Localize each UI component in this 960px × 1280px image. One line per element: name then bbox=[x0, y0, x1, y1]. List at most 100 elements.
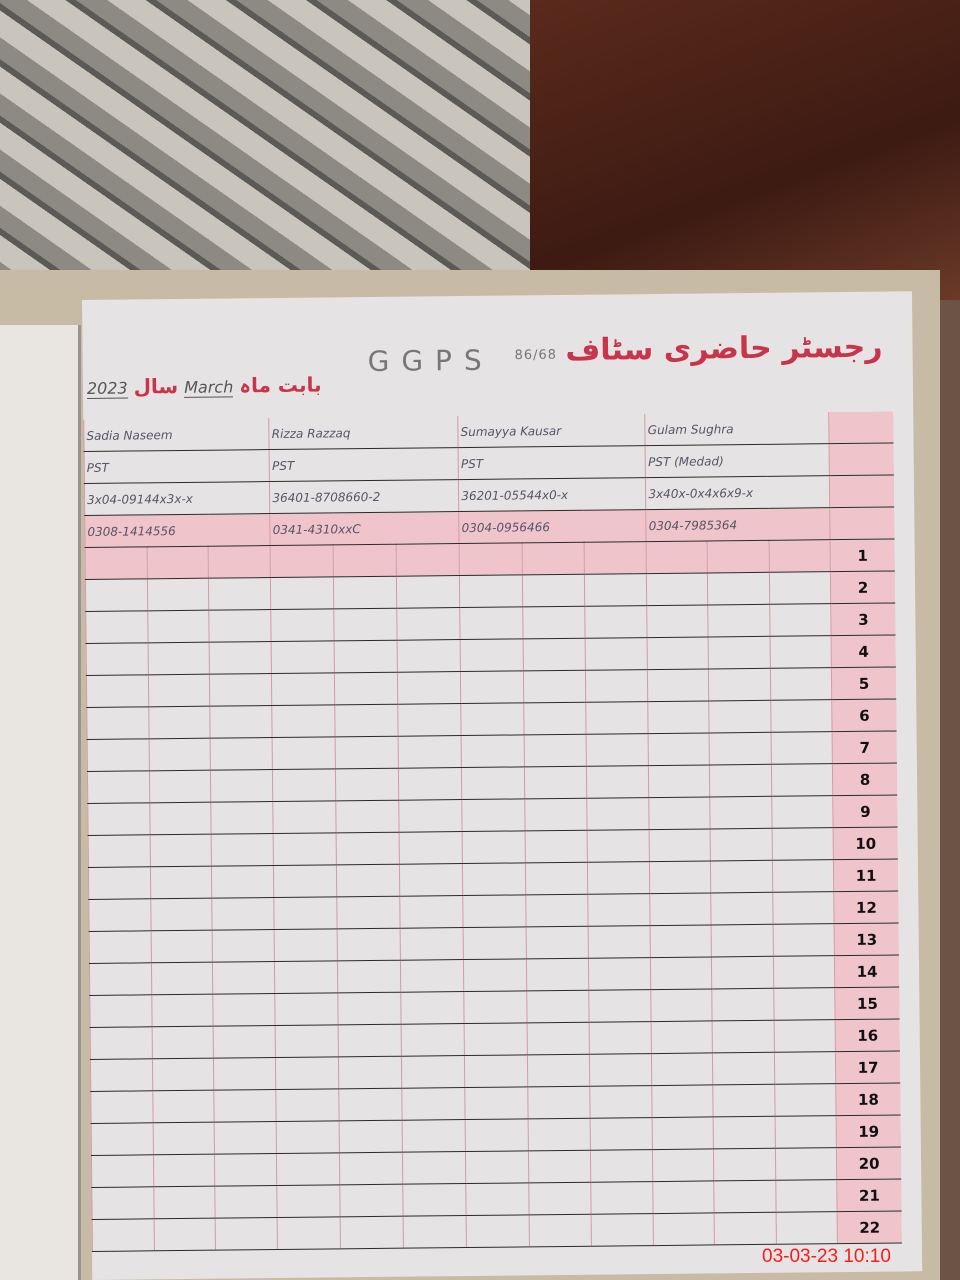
attendance-cell bbox=[526, 990, 589, 1023]
attendance-cell bbox=[587, 861, 651, 895]
school-name: GGPS 86/68 bbox=[367, 343, 557, 378]
attendance-cell bbox=[462, 830, 525, 864]
row-label bbox=[829, 475, 895, 508]
attendance-cell bbox=[397, 703, 462, 737]
day-number: 20 bbox=[836, 1146, 902, 1180]
attendance-cell bbox=[587, 925, 651, 959]
attendance-cell bbox=[584, 573, 648, 607]
attendance-cell bbox=[399, 831, 463, 865]
attendance-cell bbox=[272, 704, 336, 738]
attendance-cell bbox=[87, 738, 150, 772]
month-label: بابت ماہ bbox=[239, 372, 322, 398]
attendance-cell bbox=[90, 1026, 153, 1060]
attendance-cell bbox=[85, 578, 148, 612]
attendance-cell bbox=[151, 994, 214, 1027]
attendance-cell bbox=[209, 641, 272, 675]
staff-phone: 0304-7985364 bbox=[646, 507, 831, 542]
day-number: 10 bbox=[833, 826, 898, 860]
attendance-cell bbox=[652, 1084, 714, 1118]
attendance-cell bbox=[522, 638, 586, 671]
attendance-cell bbox=[769, 571, 831, 605]
attendance-cell bbox=[211, 833, 274, 867]
attendance-cell bbox=[462, 862, 526, 896]
day-number: 13 bbox=[834, 922, 899, 956]
attendance-cell bbox=[771, 795, 834, 829]
attendance-cell bbox=[710, 860, 773, 893]
attendance-cell bbox=[712, 988, 774, 1021]
day-number: 16 bbox=[835, 1018, 900, 1052]
staff-designation: PST bbox=[269, 447, 459, 482]
attendance-cell bbox=[465, 1182, 529, 1216]
attendance-cell bbox=[89, 962, 152, 996]
attendance-cell bbox=[585, 669, 649, 703]
attendance-cell bbox=[649, 796, 711, 830]
row-label bbox=[829, 443, 894, 476]
attendance-cell bbox=[276, 1152, 341, 1186]
attendance-cell bbox=[333, 576, 397, 609]
attendance-cell bbox=[590, 1213, 654, 1247]
attendance-cell bbox=[336, 800, 400, 833]
attendance-cell bbox=[276, 1120, 340, 1154]
attendance-cell bbox=[772, 923, 835, 957]
attendance-cell bbox=[152, 1122, 215, 1155]
attendance-cell bbox=[463, 990, 527, 1024]
attendance-cell bbox=[526, 1022, 590, 1055]
attendance-cell bbox=[214, 1089, 277, 1123]
attendance-cell bbox=[210, 769, 274, 803]
attendance-cell bbox=[652, 1148, 715, 1182]
attendance-cell bbox=[464, 1054, 528, 1088]
day-number: 22 bbox=[837, 1210, 902, 1244]
staff-name: Gulam Sughra bbox=[645, 412, 830, 446]
attendance-cell bbox=[774, 1115, 837, 1149]
attendance-cell bbox=[649, 828, 711, 862]
attendance-cell bbox=[273, 864, 338, 898]
attendance-cell bbox=[153, 1186, 216, 1219]
school-code: 86/68 bbox=[514, 347, 558, 364]
attendance-cell bbox=[709, 700, 771, 733]
attendance-cell bbox=[88, 866, 151, 900]
attendance-cell bbox=[148, 706, 211, 739]
attendance-cell bbox=[770, 731, 833, 765]
attendance-cell bbox=[465, 1150, 529, 1184]
attendance-cell bbox=[773, 1019, 836, 1053]
attendance-cell bbox=[151, 1026, 214, 1059]
attendance-cell bbox=[215, 1217, 278, 1251]
attendance-cell bbox=[525, 894, 588, 927]
attendance-cell bbox=[277, 1184, 341, 1218]
attendance-cell bbox=[401, 1055, 465, 1089]
day-number: 8 bbox=[832, 762, 898, 796]
attendance-cell bbox=[209, 609, 272, 643]
day-number: 12 bbox=[833, 890, 899, 924]
attendance-cell bbox=[707, 540, 770, 573]
attendance-cell bbox=[274, 928, 338, 962]
attendance-cell bbox=[710, 796, 772, 829]
attendance-cell bbox=[335, 704, 399, 737]
row-label bbox=[829, 507, 895, 540]
attendance-cell bbox=[272, 736, 336, 770]
attendance-cell bbox=[339, 1088, 403, 1121]
attendance-cell bbox=[401, 1023, 465, 1057]
photo-timestamp: 03-03-23 10:10 bbox=[762, 1246, 891, 1267]
attendance-cell bbox=[522, 606, 585, 639]
attendance-cell bbox=[707, 572, 770, 605]
staff-cnic: 3x04-09144x3x-x bbox=[84, 481, 271, 516]
attendance-cell bbox=[212, 961, 276, 995]
attendance-cell bbox=[89, 930, 152, 964]
attendance-cell bbox=[648, 700, 710, 734]
attendance-cell bbox=[775, 1211, 838, 1245]
attendance-cell bbox=[92, 1218, 155, 1252]
attendance-cell bbox=[396, 543, 460, 577]
attendance-cell bbox=[275, 1024, 339, 1058]
attendance-cell bbox=[653, 1212, 715, 1246]
attendance-cell bbox=[274, 896, 338, 930]
attendance-cell bbox=[211, 801, 274, 835]
attendance-cell bbox=[708, 636, 771, 669]
attendance-cell bbox=[768, 539, 831, 573]
attendance-cell bbox=[340, 1216, 404, 1249]
attendance-cell bbox=[148, 738, 211, 771]
attendance-cell bbox=[711, 956, 774, 989]
attendance-cell bbox=[146, 546, 209, 579]
attendance-cell bbox=[333, 544, 397, 577]
attendance-cell bbox=[653, 1180, 715, 1214]
attendance-cell bbox=[213, 993, 276, 1027]
